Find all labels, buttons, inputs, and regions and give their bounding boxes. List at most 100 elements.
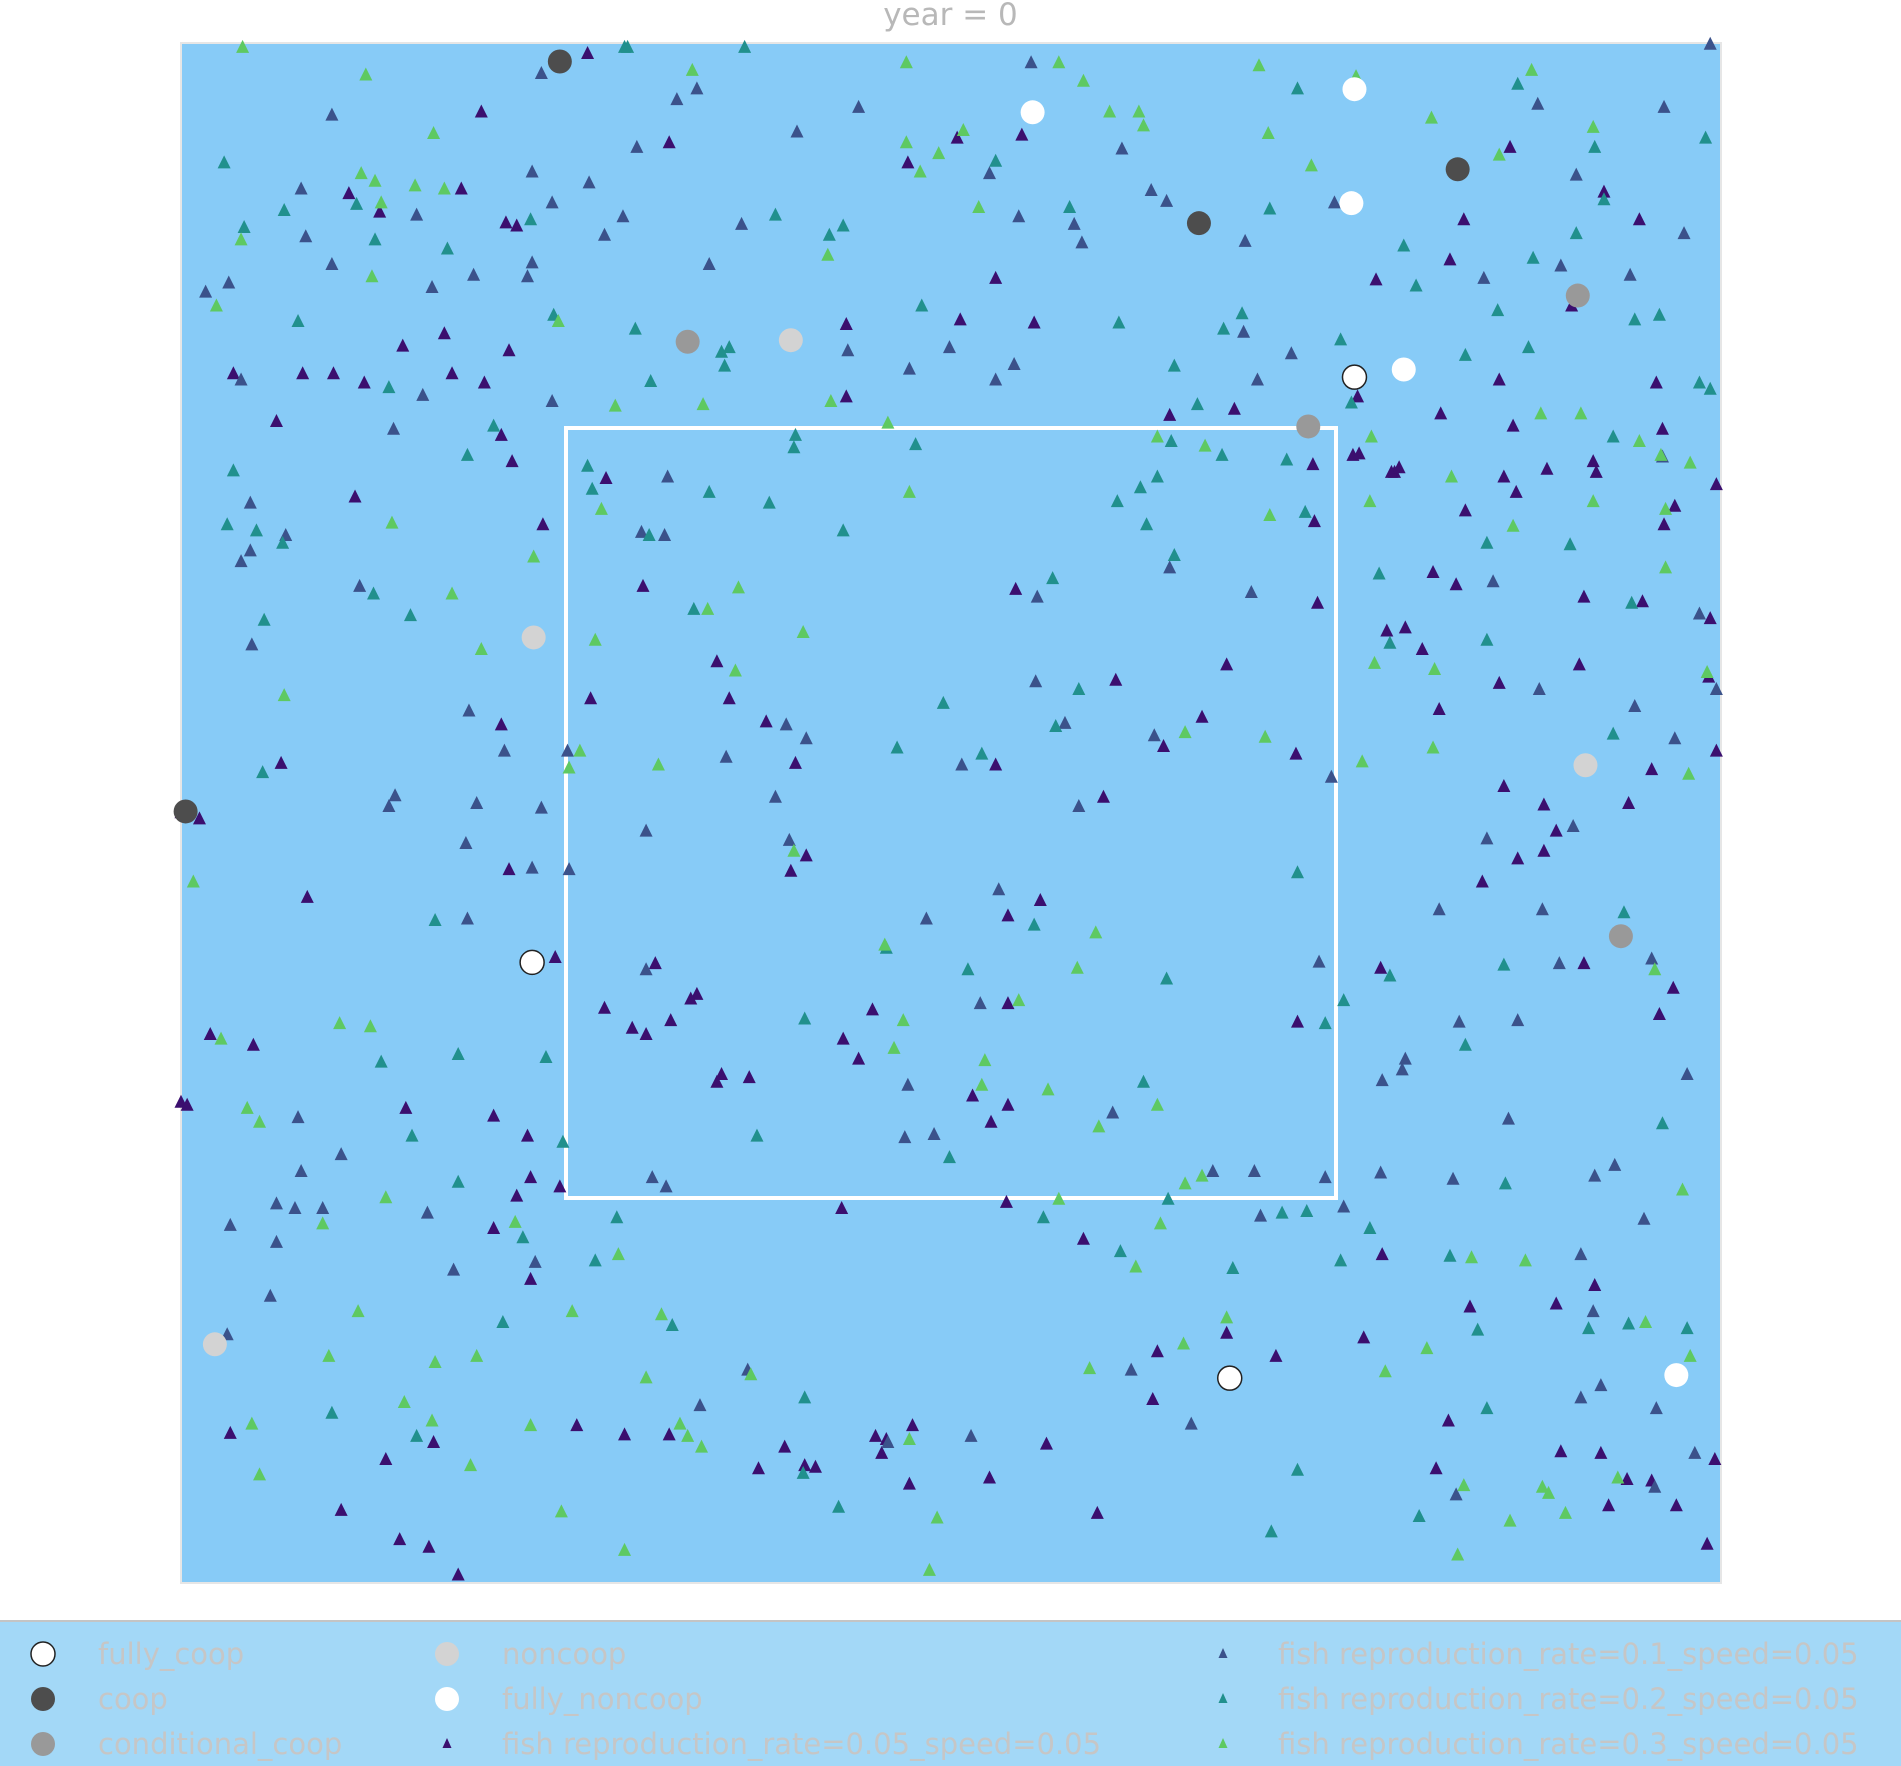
fish-point: [618, 1427, 632, 1441]
fish-point: [226, 366, 240, 380]
fish-point: [354, 166, 368, 180]
fish-point: [1503, 1513, 1517, 1527]
fish-point: [223, 1217, 237, 1231]
fish-point: [234, 372, 248, 386]
fish-point: [1574, 1247, 1588, 1261]
fish-point: [1033, 892, 1047, 906]
fish-point: [524, 1271, 538, 1285]
agent-point: [1391, 357, 1416, 382]
fish-point: [1383, 968, 1397, 982]
fish-point: [978, 1053, 992, 1067]
fish-point: [1012, 209, 1026, 223]
fish-point: [1030, 589, 1044, 603]
fish-point: [462, 703, 476, 717]
fish-point: [494, 717, 508, 731]
fish-point: [1668, 498, 1682, 512]
fish-point: [950, 130, 964, 144]
fish-point: [953, 312, 967, 326]
series-fish-reproduction-rate-0-2-speed-0-05: [217, 39, 1717, 1538]
fish-point: [1569, 226, 1583, 240]
fish-point: [784, 863, 798, 877]
fish-point: [1269, 1348, 1283, 1362]
fish-point: [942, 1150, 956, 1164]
fish-point: [585, 481, 599, 495]
fish-point: [1703, 611, 1717, 625]
fish-point: [1291, 1014, 1304, 1028]
fish-point: [379, 1452, 393, 1465]
fish-point: [715, 1067, 729, 1080]
fish-point: [1364, 429, 1378, 443]
fish-point: [487, 1221, 501, 1234]
fish-point: [428, 913, 442, 926]
fish-point: [214, 1031, 228, 1045]
fish-point: [1511, 76, 1525, 90]
fish-point: [534, 66, 548, 79]
fish-point: [808, 1459, 822, 1473]
fish-point: [234, 232, 248, 246]
fish-point: [1300, 1204, 1314, 1218]
fish-point: [1395, 1062, 1409, 1076]
fish-point: [1449, 577, 1463, 591]
fish-point: [1217, 321, 1231, 335]
fish-point: [989, 270, 1003, 284]
fish-point: [322, 1348, 336, 1362]
fish-point: [1688, 1445, 1702, 1459]
fish-point: [690, 986, 704, 1000]
agent-point: [521, 625, 546, 650]
fish-point: [1137, 118, 1150, 132]
mpa-region: [564, 426, 1338, 1200]
fish-point: [410, 1428, 424, 1442]
fish-point: [1525, 62, 1539, 76]
fish-point: [1659, 560, 1673, 574]
fish-point: [839, 389, 853, 403]
fish-point: [1666, 980, 1680, 994]
fish-point: [365, 269, 379, 283]
fish-point: [253, 1467, 267, 1481]
agent-point: [1186, 211, 1211, 236]
fish-point: [718, 358, 732, 372]
fish-point: [670, 92, 684, 106]
fish-point: [1167, 358, 1181, 372]
fish-point: [1012, 993, 1026, 1007]
fish-point: [1497, 469, 1511, 483]
fish-point: [1563, 537, 1577, 551]
fish-point: [1001, 908, 1015, 922]
chart-title: year = 0: [883, 0, 1018, 33]
agent-point: [1445, 157, 1470, 182]
fish-point: [865, 1002, 879, 1016]
fish-point: [1049, 718, 1063, 732]
fish-point: [919, 911, 933, 925]
fish-point: [316, 1200, 330, 1214]
fish-point: [1235, 306, 1249, 320]
fish-point: [1129, 1259, 1143, 1273]
fish-point: [582, 175, 596, 189]
fish-point: [1351, 389, 1365, 403]
fish-point: [1586, 1304, 1600, 1318]
fish-point: [524, 212, 538, 226]
fish-point: [1492, 675, 1506, 689]
fish-point: [821, 247, 835, 261]
fish-point: [1655, 1116, 1669, 1130]
series-fish-reproduction-rate-0-05-speed-0-05: [174, 45, 1723, 1581]
fish-point: [1372, 566, 1386, 580]
series-noncoop: [202, 328, 1598, 1357]
fish-point: [1124, 1362, 1138, 1376]
fish-point: [594, 501, 608, 515]
fish-point: [296, 366, 310, 380]
fish-point: [966, 1088, 980, 1102]
fish-point: [922, 1562, 936, 1576]
fish-point: [1067, 216, 1081, 230]
fish-point: [528, 1254, 542, 1268]
legend: fully_coop coop conditional_coop noncoop ful…: [0, 1620, 1901, 1766]
fish-point: [1625, 595, 1639, 609]
legend-marker: [31, 1687, 55, 1711]
fish-point: [1261, 126, 1275, 140]
agent-point: [1573, 753, 1598, 778]
fish-point: [416, 387, 430, 401]
fish-point: [1506, 518, 1520, 532]
fish-point: [1090, 1505, 1104, 1519]
fish-point: [374, 195, 388, 209]
fish-point: [599, 471, 613, 485]
fish-point: [618, 1542, 632, 1556]
fish-point: [1369, 272, 1383, 286]
